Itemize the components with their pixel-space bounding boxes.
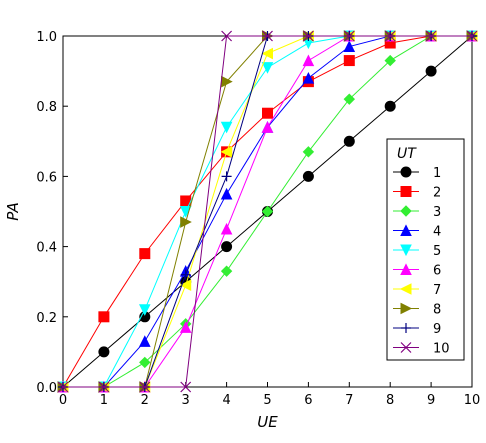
data-point — [261, 62, 274, 74]
data-point — [138, 304, 151, 316]
data-point — [179, 206, 192, 218]
data-point — [139, 356, 151, 369]
x-axis-label: UE — [257, 413, 278, 431]
data-point — [302, 30, 314, 42]
series-10 — [57, 30, 478, 393]
data-point — [343, 93, 356, 105]
data-point — [343, 135, 355, 147]
data-point — [57, 381, 69, 393]
data-point — [98, 311, 110, 323]
x-tick-label: 6 — [304, 393, 312, 408]
data-point — [139, 381, 151, 393]
y-tick-label: 1.0 — [36, 30, 57, 45]
data-point — [343, 55, 355, 67]
legend-marker — [400, 342, 412, 353]
legend-marker — [400, 224, 412, 236]
legend-label: 1 — [433, 166, 441, 181]
y-tick-label: 0.0 — [36, 381, 57, 396]
data-point — [221, 30, 233, 42]
y-tick-label: 0.6 — [36, 170, 57, 185]
x-axis: 0 1 2 3 4 5 6 7 8 9 10 — [59, 382, 480, 408]
data-point — [98, 381, 110, 393]
data-point — [220, 187, 233, 200]
data-point — [139, 248, 151, 260]
x-tick-label: 1 — [100, 393, 108, 408]
data-point — [261, 47, 273, 60]
legend-label: 9 — [433, 322, 441, 337]
data-point — [221, 241, 233, 253]
legend-marker — [400, 302, 413, 315]
x-tick-label: 9 — [427, 393, 435, 408]
legend: UT 1 2 3 4 5 6 7 8 9 10 — [386, 138, 465, 361]
data-point — [220, 222, 233, 235]
x-tick-label: 2 — [141, 393, 149, 408]
legend-label: 10 — [433, 342, 450, 357]
data-point — [262, 30, 273, 42]
legend-marker — [400, 244, 412, 257]
legend-label: 4 — [433, 225, 441, 240]
data-point — [425, 30, 437, 42]
data-point — [220, 121, 233, 134]
x-tick-label: 10 — [464, 393, 481, 408]
legend-label: 7 — [433, 283, 441, 298]
y-tick-label: 0.4 — [36, 241, 57, 256]
data-point — [220, 265, 233, 277]
data-point — [466, 30, 478, 42]
data-point — [179, 279, 192, 292]
data-point — [261, 205, 274, 218]
data-point — [179, 321, 192, 333]
y-tick-label: 0.8 — [36, 100, 57, 115]
legend-marker — [400, 166, 412, 178]
x-tick-label: 4 — [222, 393, 230, 408]
x-tick-label: 5 — [263, 393, 271, 408]
data-point — [425, 65, 437, 77]
legend-label: 2 — [433, 186, 441, 201]
legend-marker — [400, 186, 412, 197]
data-point — [302, 170, 314, 182]
legend-marker — [400, 263, 412, 275]
data-point — [302, 54, 315, 67]
data-point — [384, 54, 396, 67]
legend-marker — [400, 205, 412, 217]
x-tick-label: 8 — [386, 393, 394, 408]
x-tick-label: 3 — [182, 393, 190, 408]
legend-title: UT — [397, 146, 417, 162]
data-point — [384, 30, 396, 42]
legend-label: 8 — [433, 303, 441, 318]
data-point — [302, 146, 315, 158]
data-point — [180, 269, 191, 280]
legend-label: 5 — [433, 244, 441, 259]
legend-label: 3 — [433, 205, 441, 220]
x-tick-label: 0 — [59, 393, 67, 408]
data-point — [302, 72, 315, 84]
y-axis-label: PA — [4, 202, 22, 221]
data-point — [384, 100, 396, 112]
data-point — [98, 346, 110, 358]
data-point — [343, 40, 356, 53]
legend-marker — [399, 283, 412, 295]
data-point — [343, 30, 355, 42]
data-point — [221, 171, 232, 182]
y-tick-label: 0.2 — [36, 311, 57, 326]
legend-marker — [401, 323, 411, 333]
x-tick-label: 7 — [345, 393, 353, 408]
data-point — [180, 381, 192, 393]
data-point — [180, 216, 192, 228]
data-point — [261, 121, 274, 133]
data-point — [220, 146, 233, 158]
data-point — [262, 107, 273, 119]
data-point — [138, 335, 151, 347]
legend-label: 6 — [433, 264, 441, 279]
